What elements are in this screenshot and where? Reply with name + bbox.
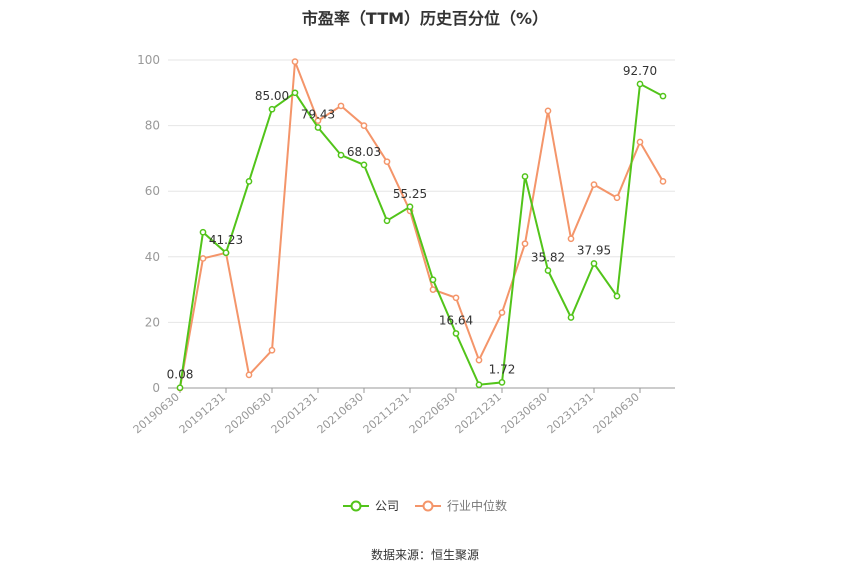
data-point bbox=[245, 371, 253, 379]
data-point bbox=[544, 107, 552, 115]
legend-item-company[interactable]: 公司 bbox=[342, 497, 399, 514]
legend-marker-company bbox=[342, 500, 369, 511]
data-point bbox=[521, 240, 529, 248]
data-label: 0.08 bbox=[167, 368, 194, 382]
data-point bbox=[314, 117, 322, 125]
x-tick-label: 20231231 bbox=[545, 390, 596, 436]
data-label: 85.00 bbox=[255, 89, 289, 103]
data-point bbox=[498, 309, 506, 316]
x-tick-label: 20211231 bbox=[361, 390, 412, 436]
x-tick-label: 20201231 bbox=[269, 390, 320, 436]
data-point bbox=[429, 276, 437, 284]
chart-title: 市盈率（TTM）历史百分位（%） bbox=[301, 9, 549, 28]
x-tick-label: 20210630 bbox=[315, 390, 366, 436]
data-point bbox=[429, 286, 437, 293]
data-point bbox=[659, 178, 667, 185]
data-point bbox=[590, 181, 598, 188]
x-tick-label: 20190630 bbox=[131, 390, 182, 436]
data-point bbox=[475, 356, 483, 364]
data-point bbox=[199, 255, 207, 262]
data-point bbox=[337, 102, 345, 110]
data-labels: 0.08 41.23 85.00 79.43 68.03 55.25 16.64 1.72 35… bbox=[167, 64, 658, 382]
data-point bbox=[498, 379, 506, 386]
y-tick-label: 100 bbox=[137, 53, 160, 67]
data-label: 1.72 bbox=[489, 362, 516, 376]
legend-marker-industry-median bbox=[415, 500, 441, 511]
data-point bbox=[567, 235, 575, 243]
data-label: 16.64 bbox=[439, 313, 473, 327]
x-tick-label: 20220630 bbox=[407, 390, 458, 436]
data-label: 68.03 bbox=[347, 145, 381, 159]
data-point bbox=[360, 161, 368, 169]
data-point bbox=[613, 194, 621, 202]
data-point bbox=[199, 228, 207, 236]
data-point bbox=[590, 260, 598, 267]
series-line-company bbox=[179, 82, 664, 388]
series-group bbox=[176, 58, 667, 392]
data-point bbox=[337, 151, 345, 159]
data-point bbox=[291, 89, 299, 97]
y-tick-label: 0 bbox=[152, 381, 160, 395]
legend: 公司 行业中位数 bbox=[0, 497, 850, 514]
data-point bbox=[452, 330, 460, 337]
data-point bbox=[291, 58, 299, 65]
data-point bbox=[360, 122, 368, 129]
data-point bbox=[222, 249, 230, 257]
x-tick-label: 20221231 bbox=[453, 390, 504, 436]
data-point bbox=[475, 381, 483, 389]
data-label: 35.82 bbox=[531, 251, 565, 265]
x-axis: 2019063020191231202006302020123120210630… bbox=[131, 387, 675, 436]
legend-label-company: 公司 bbox=[374, 499, 399, 513]
data-source: 数据来源：恒生聚源 bbox=[370, 548, 479, 562]
data-label: 92.70 bbox=[623, 64, 657, 78]
data-point bbox=[245, 178, 253, 185]
y-tick-label: 60 bbox=[145, 184, 160, 198]
x-tick-label: 20240630 bbox=[591, 390, 642, 436]
data-point bbox=[314, 124, 322, 131]
data-point bbox=[383, 217, 391, 225]
data-point bbox=[383, 158, 391, 166]
data-point bbox=[613, 292, 621, 300]
data-point bbox=[268, 105, 276, 113]
data-point bbox=[659, 92, 667, 100]
x-tick-label: 20191231 bbox=[177, 390, 228, 436]
data-point bbox=[521, 173, 529, 180]
data-label: 79.43 bbox=[301, 107, 335, 121]
data-label: 41.23 bbox=[209, 233, 243, 247]
data-point bbox=[636, 80, 644, 88]
data-point bbox=[636, 138, 644, 146]
data-point bbox=[567, 314, 575, 321]
series-line-industry-median bbox=[179, 61, 664, 389]
data-label: 37.95 bbox=[577, 244, 611, 258]
legend-label-industry-median: 行业中位数 bbox=[447, 499, 508, 513]
data-point bbox=[452, 294, 460, 302]
x-tick-label: 20200630 bbox=[223, 390, 274, 436]
data-point bbox=[176, 384, 184, 392]
y-tick-label: 20 bbox=[145, 315, 160, 329]
legend-item-industry-median[interactable]: 行业中位数 bbox=[415, 497, 507, 514]
y-tick-label: 80 bbox=[145, 119, 160, 133]
data-point bbox=[544, 267, 552, 274]
data-point bbox=[268, 346, 276, 354]
data-label: 55.25 bbox=[393, 187, 427, 201]
x-tick-label: 20230630 bbox=[499, 390, 550, 436]
y-tick-label: 40 bbox=[145, 250, 160, 264]
y-axis-ticks: 0 20 40 60 80 100 bbox=[137, 53, 160, 395]
data-point bbox=[406, 203, 414, 211]
